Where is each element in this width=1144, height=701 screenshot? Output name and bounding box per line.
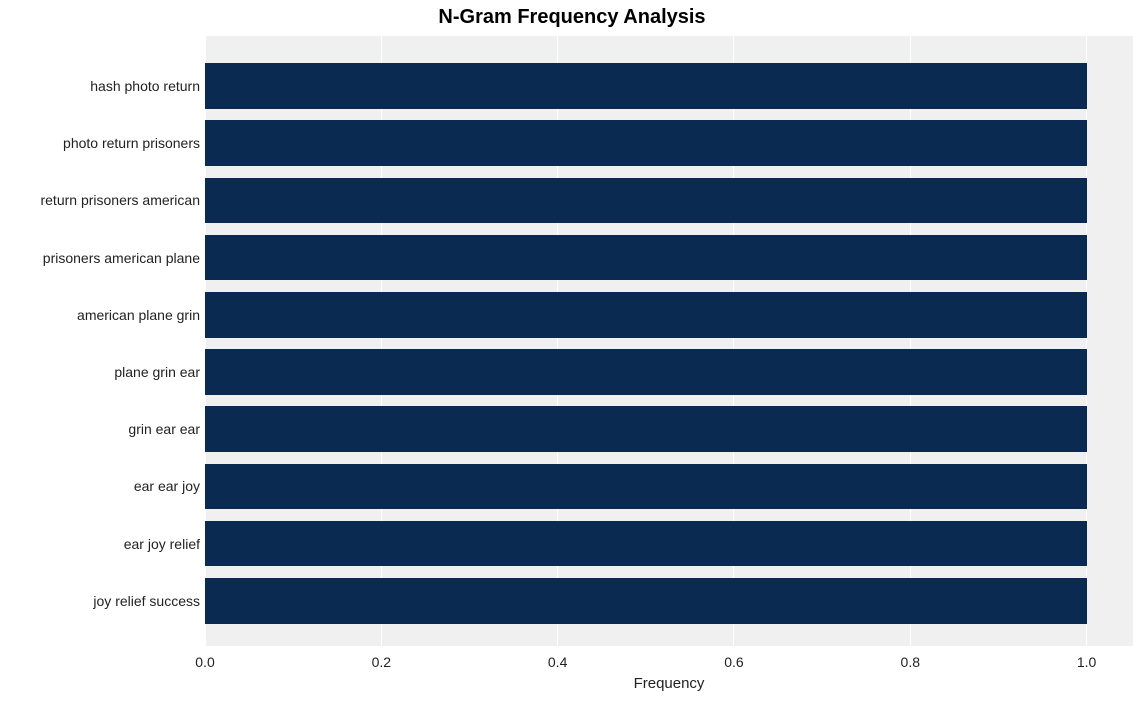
bar [205, 464, 1087, 510]
bar [205, 349, 1087, 395]
bar [205, 578, 1087, 624]
x-tick-label: 1.0 [1077, 654, 1096, 670]
bar [205, 521, 1087, 567]
bar-row [205, 578, 1133, 624]
y-tick-label: american plane grin [0, 307, 200, 323]
chart-title: N-Gram Frequency Analysis [0, 6, 1144, 29]
chart-container: N-Gram Frequency Analysis Frequency hash… [0, 0, 1144, 701]
bar [205, 178, 1087, 224]
x-axis-label: Frequency [205, 675, 1133, 692]
bar [205, 292, 1087, 338]
bar-row [205, 406, 1133, 452]
plot-area [205, 36, 1133, 646]
y-tick-label: return prisoners american [0, 192, 200, 208]
bar-row [205, 292, 1133, 338]
bar-row [205, 464, 1133, 510]
bar-row [205, 349, 1133, 395]
bar-row [205, 235, 1133, 281]
x-tick-label: 0.6 [724, 654, 743, 670]
y-tick-label: joy relief success [0, 593, 200, 609]
x-tick-label: 0.4 [548, 654, 567, 670]
x-tick-label: 0.0 [195, 654, 214, 670]
y-tick-label: plane grin ear [0, 364, 200, 380]
bar [205, 406, 1087, 452]
bar [205, 63, 1087, 109]
y-tick-label: hash photo return [0, 78, 200, 94]
bar-row [205, 521, 1133, 567]
x-tick-label: 0.8 [901, 654, 920, 670]
bar [205, 120, 1087, 166]
bar-row [205, 120, 1133, 166]
bar-row [205, 178, 1133, 224]
y-tick-label: photo return prisoners [0, 135, 200, 151]
y-tick-label: grin ear ear [0, 421, 200, 437]
x-tick-label: 0.2 [372, 654, 391, 670]
y-tick-label: ear joy relief [0, 536, 200, 552]
bar-row [205, 63, 1133, 109]
y-tick-label: ear ear joy [0, 478, 200, 494]
y-tick-label: prisoners american plane [0, 250, 200, 266]
bar [205, 235, 1087, 281]
